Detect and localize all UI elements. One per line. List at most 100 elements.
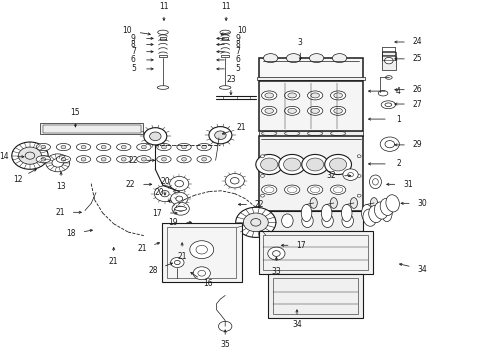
Text: 6: 6 [235, 55, 240, 64]
Text: 34: 34 [292, 320, 302, 329]
Ellipse shape [330, 185, 346, 194]
Bar [259, 58, 363, 80]
Ellipse shape [182, 145, 186, 149]
Text: 22: 22 [126, 180, 135, 189]
Text: 20: 20 [160, 177, 170, 186]
Circle shape [190, 241, 214, 258]
Text: 31: 31 [403, 180, 413, 189]
Text: 21: 21 [237, 123, 246, 132]
Ellipse shape [287, 54, 301, 63]
Ellipse shape [262, 106, 277, 115]
Ellipse shape [157, 86, 169, 89]
Ellipse shape [220, 86, 231, 89]
Bar [167, 228, 236, 278]
Ellipse shape [142, 145, 146, 149]
Text: 4: 4 [396, 87, 401, 96]
Ellipse shape [368, 206, 382, 223]
Circle shape [225, 174, 245, 188]
Ellipse shape [285, 185, 300, 194]
Bar [222, 37, 228, 40]
Ellipse shape [101, 145, 106, 149]
Ellipse shape [330, 198, 338, 208]
Text: 8: 8 [235, 40, 240, 49]
Ellipse shape [321, 204, 332, 222]
Circle shape [144, 128, 167, 145]
Ellipse shape [264, 54, 278, 63]
Ellipse shape [288, 93, 296, 98]
Text: 10: 10 [237, 26, 247, 35]
Ellipse shape [282, 214, 293, 228]
Text: 16: 16 [203, 279, 212, 288]
Bar [221, 55, 229, 57]
Ellipse shape [311, 108, 319, 113]
Ellipse shape [101, 157, 106, 161]
Text: 8: 8 [131, 40, 136, 49]
Ellipse shape [262, 185, 277, 194]
Text: 5: 5 [131, 64, 136, 73]
Bar [41, 123, 144, 134]
Ellipse shape [308, 91, 323, 100]
Ellipse shape [157, 156, 171, 163]
Ellipse shape [386, 76, 392, 79]
Ellipse shape [61, 157, 66, 161]
Ellipse shape [56, 156, 71, 163]
Ellipse shape [334, 108, 343, 113]
Text: 23: 23 [226, 75, 236, 84]
Ellipse shape [311, 93, 319, 98]
Text: 13: 13 [56, 182, 66, 191]
Ellipse shape [369, 175, 381, 189]
Ellipse shape [310, 198, 318, 208]
Circle shape [244, 213, 268, 232]
Ellipse shape [137, 156, 151, 163]
Circle shape [261, 155, 265, 158]
Ellipse shape [350, 198, 358, 208]
Bar [264, 234, 368, 270]
Text: 30: 30 [417, 199, 427, 208]
Circle shape [261, 175, 265, 177]
Ellipse shape [308, 106, 323, 115]
Ellipse shape [265, 93, 273, 98]
Ellipse shape [302, 214, 313, 228]
Text: 1: 1 [396, 114, 401, 123]
Circle shape [284, 158, 301, 171]
Ellipse shape [76, 156, 91, 163]
Ellipse shape [117, 144, 131, 150]
Circle shape [154, 186, 175, 202]
Ellipse shape [262, 91, 277, 100]
Text: 34: 34 [417, 265, 427, 274]
Circle shape [302, 154, 328, 175]
Text: 15: 15 [71, 108, 80, 117]
Ellipse shape [41, 145, 46, 149]
Text: 21: 21 [177, 252, 187, 261]
Bar [259, 211, 363, 231]
Bar [162, 223, 242, 282]
Ellipse shape [162, 145, 166, 149]
Ellipse shape [285, 106, 300, 115]
Ellipse shape [177, 156, 191, 163]
Text: 22: 22 [255, 200, 265, 209]
Ellipse shape [142, 157, 146, 161]
Text: 28: 28 [149, 266, 158, 275]
Circle shape [236, 207, 276, 237]
Ellipse shape [382, 204, 392, 222]
Ellipse shape [202, 145, 206, 149]
Ellipse shape [41, 157, 46, 161]
Text: 20: 20 [155, 188, 165, 197]
Circle shape [209, 127, 232, 144]
Ellipse shape [370, 198, 378, 208]
Text: 21: 21 [138, 244, 147, 253]
Text: 25: 25 [413, 54, 422, 63]
Circle shape [193, 267, 210, 280]
Circle shape [171, 257, 184, 267]
Ellipse shape [157, 144, 171, 150]
Circle shape [261, 194, 265, 197]
Text: 2: 2 [396, 159, 401, 168]
Ellipse shape [36, 144, 50, 150]
Circle shape [268, 247, 285, 260]
Bar [43, 125, 141, 133]
Text: 11: 11 [221, 2, 231, 11]
Ellipse shape [158, 30, 168, 35]
Text: 6: 6 [131, 55, 136, 64]
Text: 19: 19 [169, 218, 178, 227]
Circle shape [256, 154, 283, 175]
